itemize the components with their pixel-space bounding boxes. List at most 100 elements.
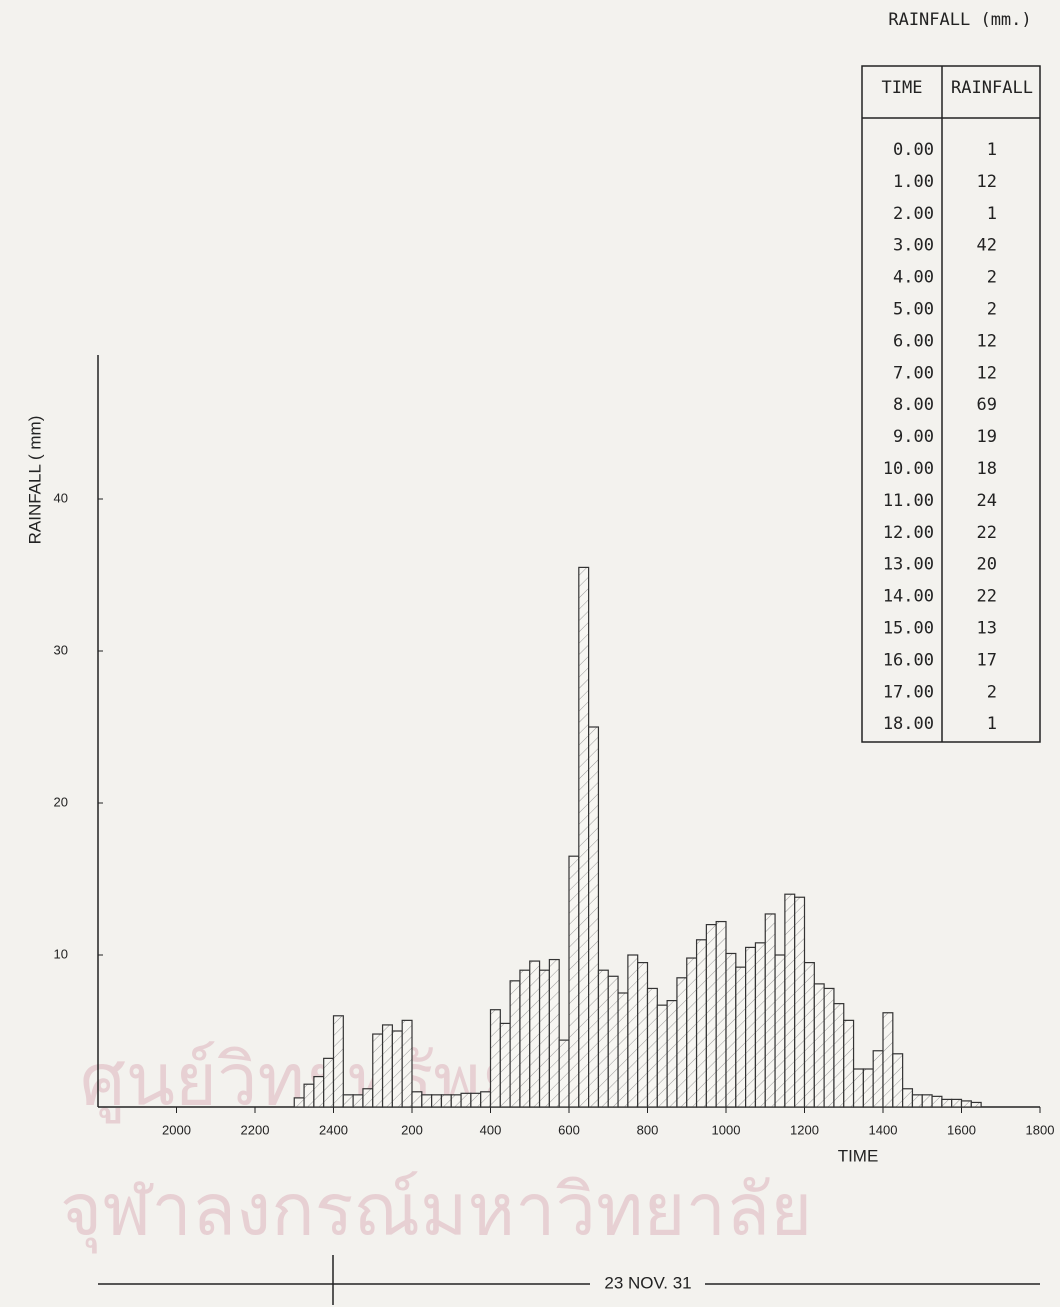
table-cell: 5.00 (893, 300, 934, 320)
bar (813, 983, 825, 1108)
bar (411, 1091, 423, 1108)
bar (637, 961, 649, 1108)
table-cell: 10.00 (883, 459, 934, 479)
bar (833, 1003, 845, 1108)
bar (951, 1098, 963, 1108)
x-tick-label: 2400 (319, 1122, 348, 1137)
bar (391, 1030, 403, 1108)
bar (617, 992, 629, 1108)
table-cell: 6.00 (893, 331, 934, 351)
x-tick-label: 1000 (712, 1122, 741, 1137)
bar (754, 942, 766, 1108)
bar (921, 1094, 933, 1108)
bar (588, 726, 600, 1108)
bar (627, 954, 639, 1108)
bar (784, 893, 796, 1108)
table-body: 0.00 11.00 122.00 13.00 424.00 25.00 26.00 127.… (883, 140, 997, 734)
bar (548, 958, 560, 1108)
table-cell: 17.00 (883, 682, 934, 702)
table-cell: 13.00 (883, 555, 934, 575)
bar (646, 987, 658, 1108)
date-label: 23 NOV. 31 (604, 1273, 691, 1292)
bar (597, 969, 609, 1108)
bar (489, 1009, 501, 1108)
table-cell: 18.00 (883, 714, 934, 734)
bar (401, 1019, 413, 1108)
bar (745, 946, 757, 1108)
table-cell: 12.00 (883, 523, 934, 543)
bar (607, 975, 619, 1108)
table-cell: 3.00 (893, 236, 934, 256)
y-tick-label: 20 (54, 794, 68, 809)
bar (902, 1088, 914, 1108)
bar (578, 566, 590, 1108)
x-tick-label: 400 (480, 1122, 502, 1137)
table-cell: 20 (977, 555, 997, 575)
table-cell: 2 (987, 682, 997, 702)
bar (332, 1015, 344, 1108)
y-tick-label: 30 (54, 642, 68, 657)
table-cell: 16.00 (883, 650, 934, 670)
bar (931, 1095, 943, 1108)
plot: 10 20 30 40 2000 2200 2400 200 400 600 800 1000 1200… (54, 355, 1054, 1137)
x-tick-label: 200 (401, 1122, 423, 1137)
table-cell: 69 (977, 395, 997, 415)
bar (323, 1057, 335, 1108)
bar (970, 1101, 982, 1108)
bar (421, 1094, 433, 1108)
bar (372, 1033, 384, 1108)
bar (725, 952, 737, 1108)
bar (538, 969, 550, 1108)
bar (843, 1019, 855, 1108)
bar (705, 923, 717, 1108)
bar (882, 1012, 894, 1108)
table-cell: 19 (977, 427, 997, 447)
bar (499, 1022, 511, 1108)
bar (381, 1024, 393, 1108)
table-cell: 8.00 (893, 395, 934, 415)
table-cell: 13 (977, 619, 997, 639)
bar (431, 1094, 443, 1108)
x-tick-label: 600 (558, 1122, 580, 1137)
bar (852, 1068, 864, 1108)
bar (509, 980, 521, 1108)
table-cell: 1 (987, 140, 997, 160)
table-cell: 2 (987, 268, 997, 288)
table-border (861, 65, 1041, 743)
bar (823, 987, 835, 1108)
table-cell: 0.00 (893, 140, 934, 160)
bar (480, 1091, 492, 1108)
bar (715, 920, 727, 1108)
bar (303, 1083, 315, 1108)
bar (568, 855, 580, 1108)
bar (686, 957, 698, 1108)
bar (960, 1100, 972, 1108)
bar (656, 1004, 668, 1108)
table-cell: 1.00 (893, 172, 934, 192)
bar (440, 1094, 452, 1108)
table-title: RAINFALL (mm.) (888, 10, 1031, 30)
bar (872, 1050, 884, 1108)
table-header: TIME (882, 78, 923, 98)
bar (362, 1088, 374, 1108)
table-cell: 1 (987, 204, 997, 224)
table-cell: 17 (977, 650, 997, 670)
x-tick-label: 1400 (869, 1122, 898, 1137)
bar (892, 1053, 904, 1108)
bar (803, 961, 815, 1108)
bar (313, 1075, 325, 1108)
watermark: จุฬาลงกรณ์มหาวิทยาลัย (60, 1168, 812, 1254)
table-cell: 7.00 (893, 363, 934, 383)
table-cell: 2.00 (893, 204, 934, 224)
bar (764, 913, 776, 1108)
bar (911, 1094, 923, 1108)
bar (342, 1094, 354, 1108)
y-tick-label: 40 (54, 490, 68, 505)
x-axis-label: TIME (838, 1146, 879, 1165)
bar (450, 1094, 462, 1108)
table-cell: 42 (977, 236, 997, 256)
x-tick-label: 1200 (790, 1122, 819, 1137)
x-tick-label: 800 (637, 1122, 659, 1137)
bar (529, 960, 541, 1108)
table-cell: 24 (977, 491, 997, 511)
